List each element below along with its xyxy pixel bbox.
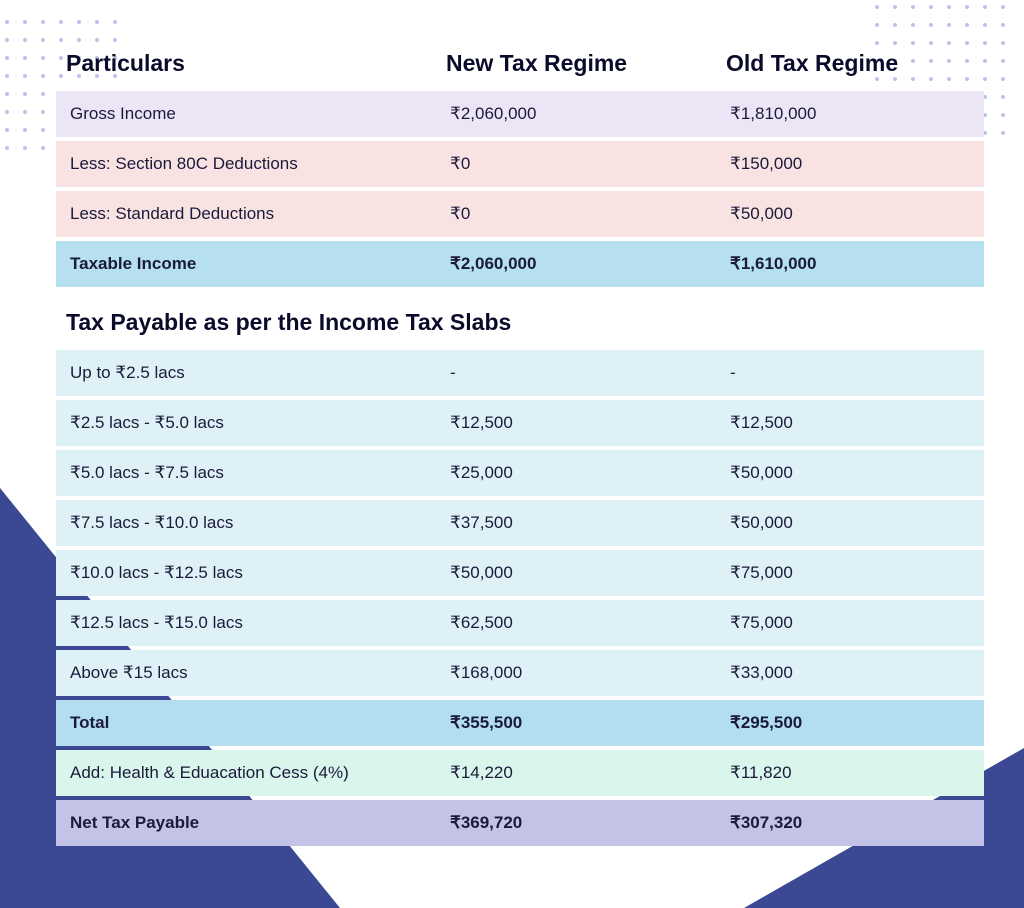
table-row: Total₹355,500₹295,500 bbox=[56, 700, 984, 746]
table-row: ₹10.0 lacs - ₹12.5 lacs₹50,000₹75,000 bbox=[56, 550, 984, 596]
row-old-value: ₹75,000 bbox=[716, 613, 984, 633]
row-new-value: ₹14,220 bbox=[436, 763, 716, 783]
table-row: Net Tax Payable₹369,720₹307,320 bbox=[56, 800, 984, 846]
row-new-value: ₹0 bbox=[436, 154, 716, 174]
row-new-value: ₹12,500 bbox=[436, 413, 716, 433]
row-label: Taxable Income bbox=[56, 254, 436, 274]
row-old-value: ₹150,000 bbox=[716, 154, 984, 174]
table-row: ₹12.5 lacs - ₹15.0 lacs₹62,500₹75,000 bbox=[56, 600, 984, 646]
table-row: Taxable Income₹2,060,000₹1,610,000 bbox=[56, 241, 984, 287]
row-label: ₹10.0 lacs - ₹12.5 lacs bbox=[56, 563, 436, 583]
row-label: ₹7.5 lacs - ₹10.0 lacs bbox=[56, 513, 436, 533]
table-row: ₹2.5 lacs - ₹5.0 lacs₹12,500₹12,500 bbox=[56, 400, 984, 446]
row-new-value: ₹50,000 bbox=[436, 563, 716, 583]
row-label: ₹2.5 lacs - ₹5.0 lacs bbox=[56, 413, 436, 433]
row-new-value: ₹37,500 bbox=[436, 513, 716, 533]
row-label: ₹12.5 lacs - ₹15.0 lacs bbox=[56, 613, 436, 633]
row-old-value: ₹75,000 bbox=[716, 563, 984, 583]
table-row: ₹7.5 lacs - ₹10.0 lacs₹37,500₹50,000 bbox=[56, 500, 984, 546]
row-label: Up to ₹2.5 lacs bbox=[56, 363, 436, 383]
row-label: Less: Section 80C Deductions bbox=[56, 154, 436, 174]
table-row: Above ₹15 lacs₹168,000₹33,000 bbox=[56, 650, 984, 696]
row-new-value: - bbox=[436, 363, 716, 383]
row-label: Above ₹15 lacs bbox=[56, 663, 436, 683]
row-old-value: ₹307,320 bbox=[716, 813, 984, 833]
row-new-value: ₹0 bbox=[436, 204, 716, 224]
row-old-value: ₹50,000 bbox=[716, 463, 984, 483]
row-new-value: ₹355,500 bbox=[436, 713, 716, 733]
row-label: Gross Income bbox=[56, 104, 436, 124]
tax-comparison-table: Particulars New Tax Regime Old Tax Regim… bbox=[0, 0, 1024, 890]
row-old-value: ₹12,500 bbox=[716, 413, 984, 433]
row-new-value: ₹2,060,000 bbox=[436, 104, 716, 124]
table-row: Less: Standard Deductions₹0₹50,000 bbox=[56, 191, 984, 237]
row-new-value: ₹168,000 bbox=[436, 663, 716, 683]
row-old-value: ₹11,820 bbox=[716, 763, 984, 783]
table-row: Add: Health & Eduacation Cess (4%)₹14,22… bbox=[56, 750, 984, 796]
table-row: Up to ₹2.5 lacs-- bbox=[56, 350, 984, 396]
row-old-value: ₹1,810,000 bbox=[716, 104, 984, 124]
header-new-regime: New Tax Regime bbox=[436, 50, 716, 77]
table-header-row: Particulars New Tax Regime Old Tax Regim… bbox=[56, 50, 984, 77]
row-label: Total bbox=[56, 713, 436, 733]
section-title-tax-slabs: Tax Payable as per the Income Tax Slabs bbox=[56, 291, 984, 350]
row-label: Less: Standard Deductions bbox=[56, 204, 436, 224]
header-particulars: Particulars bbox=[56, 50, 436, 77]
income-section: Gross Income₹2,060,000₹1,810,000Less: Se… bbox=[56, 91, 984, 287]
row-new-value: ₹62,500 bbox=[436, 613, 716, 633]
row-old-value: ₹1,610,000 bbox=[716, 254, 984, 274]
header-old-regime: Old Tax Regime bbox=[716, 50, 984, 77]
row-label: ₹5.0 lacs - ₹7.5 lacs bbox=[56, 463, 436, 483]
row-old-value: - bbox=[716, 363, 984, 383]
row-label: Add: Health & Eduacation Cess (4%) bbox=[56, 763, 436, 783]
row-old-value: ₹33,000 bbox=[716, 663, 984, 683]
slab-section: Up to ₹2.5 lacs--₹2.5 lacs - ₹5.0 lacs₹1… bbox=[56, 350, 984, 846]
row-old-value: ₹50,000 bbox=[716, 204, 984, 224]
row-new-value: ₹369,720 bbox=[436, 813, 716, 833]
table-row: Less: Section 80C Deductions₹0₹150,000 bbox=[56, 141, 984, 187]
row-old-value: ₹50,000 bbox=[716, 513, 984, 533]
row-new-value: ₹25,000 bbox=[436, 463, 716, 483]
table-row: Gross Income₹2,060,000₹1,810,000 bbox=[56, 91, 984, 137]
table-row: ₹5.0 lacs - ₹7.5 lacs₹25,000₹50,000 bbox=[56, 450, 984, 496]
row-label: Net Tax Payable bbox=[56, 813, 436, 833]
row-new-value: ₹2,060,000 bbox=[436, 254, 716, 274]
row-old-value: ₹295,500 bbox=[716, 713, 984, 733]
